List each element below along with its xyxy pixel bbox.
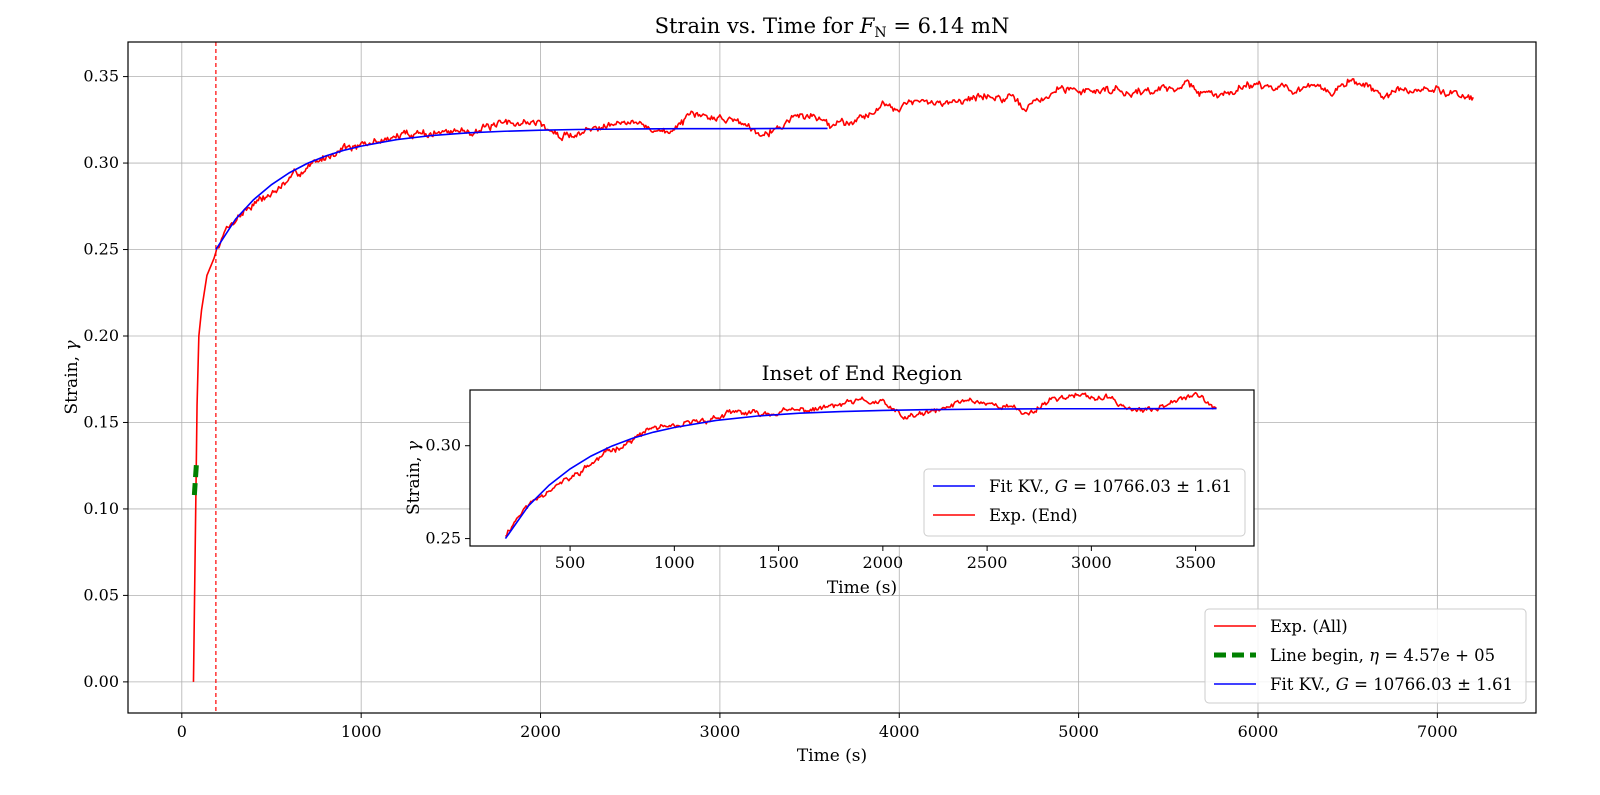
main-legend-label: Exp. (All): [1270, 617, 1348, 636]
main-series-exp-all: [192, 78, 1474, 682]
main-x-axis-label: Time (s): [797, 746, 867, 766]
inset-x-axis-label: Time (s): [827, 578, 897, 598]
inset-legend-label: Fit KV., G = 10766.03 ± 1.61: [989, 477, 1232, 496]
main-y-tick-label: 0.35: [83, 67, 119, 86]
inset-series-exp-end: [504, 391, 1218, 538]
inset-x-tick-label: 3500: [1175, 553, 1216, 572]
main-legend: Exp. (All) Line begin, η = 4.57e + 05 Fit …: [1204, 608, 1527, 704]
inset-legend-box: [923, 468, 1246, 537]
main-x-tick-label: 6000: [1238, 722, 1279, 741]
inset-x-tick-label: 1000: [654, 553, 695, 572]
inset-frame: [469, 389, 1255, 547]
inset-x-tick-label: 2000: [862, 553, 903, 572]
main-x-tick-label: 7000: [1417, 722, 1458, 741]
main-legend-box: [1204, 608, 1527, 704]
inset-legend-label: Exp. (End): [989, 506, 1078, 525]
inset-title: Inset of End Region: [762, 361, 963, 385]
main-legend-label: Fit KV., G = 10766.03 ± 1.61: [1270, 675, 1513, 694]
inset-x-tick-label: 2500: [967, 553, 1008, 572]
main-y-tick-label: 0.00: [83, 672, 119, 691]
main-y-tick-label: 0.30: [83, 153, 119, 172]
main-series-line-begin: [191, 462, 200, 496]
main-x-tick-label: 2000: [520, 722, 561, 741]
inset-y-tick-label: 0.25: [425, 529, 461, 548]
inset-y-axis-label: Strain, γ: [404, 440, 424, 515]
inset-series-fit-kv: [504, 407, 1217, 540]
main-legend-label: Line begin, η = 4.57e + 05: [1270, 646, 1495, 665]
inset-x-tick-label: 1500: [758, 553, 799, 572]
inset-x-tick-label: 500: [555, 553, 586, 572]
inset-plot: 500 1000 1500 2000 2500 3000 3500 0.25 0.30 Inset…: [404, 361, 1255, 598]
main-y-tick-label: 0.20: [83, 326, 119, 345]
main-y-tick-label: 0.15: [83, 412, 119, 431]
main-y-tick-label: 0.25: [83, 240, 119, 259]
inset-y-tick-label: 0.30: [425, 436, 461, 455]
inset-x-tick-label: 3000: [1071, 553, 1112, 572]
main-x-tick-label: 0: [177, 722, 187, 741]
main-plot: 0 1000 2000 3000 4000 5000 6000 7000 0.00 0.05 0.1…: [62, 14, 1537, 766]
main-y-tick-label: 0.10: [83, 499, 119, 518]
main-x-tick-label: 3000: [700, 722, 741, 741]
main-y-axis-label: Strain, γ: [62, 340, 82, 415]
main-plot-frame: [127, 41, 1537, 714]
inset-legend: Fit KV., G = 10766.03 ± 1.61 Exp. (End): [923, 468, 1246, 537]
main-y-tick-label: 0.05: [83, 585, 119, 604]
main-x-tick-label: 1000: [341, 722, 382, 741]
main-x-tick-label: 5000: [1058, 722, 1099, 741]
main-chart-title: Strain vs. Time for FN = 6.14 mN: [655, 14, 1010, 41]
main-series-fit-kv: [215, 127, 828, 250]
main-x-tick-label: 4000: [879, 722, 920, 741]
